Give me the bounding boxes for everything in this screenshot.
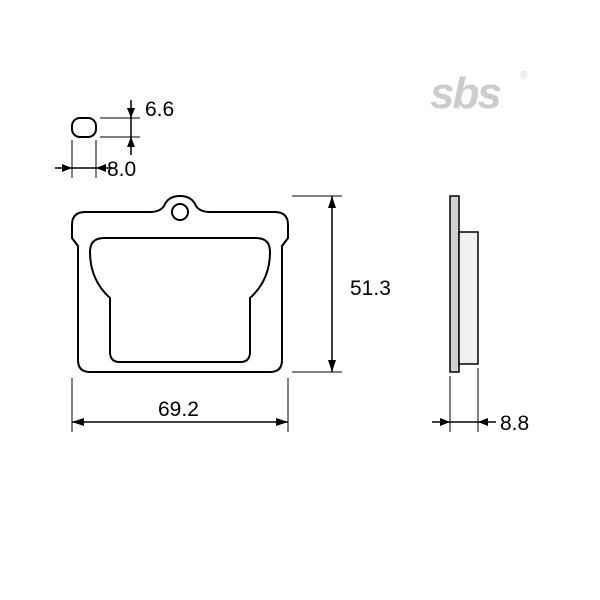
dim-pad-width-value: 69.2 [158,398,199,421]
logo-text: sbs [430,69,500,118]
pin-shape [72,118,96,137]
dim-pin-height-value: 6.6 [145,98,174,121]
dim-pad-height-value: 51.3 [350,277,391,300]
brake-pad-side [450,196,478,372]
dim-pad-height: 51.3 [292,196,391,372]
dim-pad-thickness: 8.8 [432,368,529,435]
technical-drawing: sbs ® 6.6 8.0 [0,0,600,600]
logo: sbs ® [430,69,528,118]
dim-pad-width: 69.2 [72,378,288,432]
dim-pin-width: 8.0 [55,140,136,181]
dim-pin-height: 6.6 [100,98,174,155]
brake-pad-front [72,196,288,372]
logo-registered: ® [520,70,528,81]
dim-pad-thickness-value: 8.8 [500,412,529,435]
dim-pin-width-value: 8.0 [107,158,136,181]
